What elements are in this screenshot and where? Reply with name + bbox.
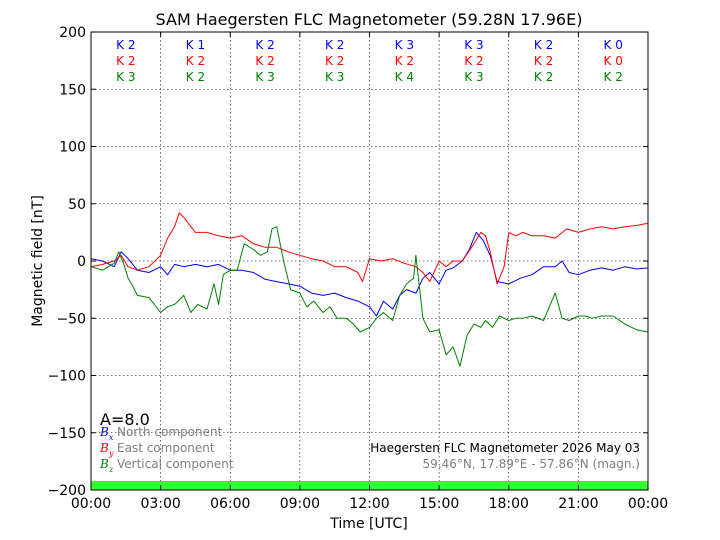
y-tick-label: −100	[48, 369, 86, 385]
legend-entry-label: Vertical component	[117, 457, 234, 471]
k-index-label: K 3	[395, 38, 414, 52]
k-index-label: K 4	[395, 70, 414, 84]
y-tick-label: −50	[56, 311, 86, 327]
k-index-label: K 2	[325, 38, 344, 52]
y-axis-label: Magnetic field [nT]	[30, 195, 46, 327]
k-index-label: K 0	[604, 38, 623, 52]
legend-symbol: B	[99, 425, 109, 439]
legend-symbol-subscript: x	[109, 433, 114, 442]
y-tick-label: 150	[59, 82, 86, 98]
k-index-label: K 2	[186, 54, 205, 68]
k-index-label: K 2	[534, 54, 553, 68]
k-index-label: K 3	[116, 70, 135, 84]
y-tick-label: −150	[48, 426, 86, 442]
x-tick-label: 21:00	[558, 496, 598, 512]
y-tick-label: 0	[77, 254, 86, 270]
legend-entry-label: East component	[117, 441, 215, 455]
k-index-label: K 2	[604, 70, 623, 84]
legend-symbol-subscript: z	[108, 465, 114, 474]
legend-symbol: B	[99, 441, 109, 455]
axis-ticks: 00:00 03:00 06:00 09:00 12:00 15:00 18:00 21:00…	[48, 25, 669, 512]
data-series	[90, 212, 649, 367]
x-axis-label: Time [UTC]	[329, 516, 407, 532]
k-index-labels: K 2 K 1 K 2 K 2 K 3 K 3 K 2 K 0 K 2 K 2 K 2 K 2 K 2 K…	[116, 38, 623, 84]
x-tick-label: 18:00	[489, 496, 529, 512]
series-line-bz	[90, 226, 649, 367]
series-line-bx	[90, 231, 649, 317]
k-index-label: K 2	[186, 70, 205, 84]
k-index-label: K 2	[534, 38, 553, 52]
k-index-label: K 2	[255, 38, 274, 52]
y-tick-label: 50	[68, 197, 86, 213]
k-index-label: K 2	[116, 38, 135, 52]
k-index-label: K 2	[255, 54, 274, 68]
station-info-title: Haegersten FLC Magnetometer 2026 May 03	[370, 441, 640, 455]
k-index-label: K 3	[464, 38, 483, 52]
k-index-label: K 1	[186, 38, 205, 52]
k-index-label: K 0	[604, 54, 623, 68]
x-tick-label: 12:00	[349, 496, 389, 512]
x-tick-label: 03:00	[140, 496, 180, 512]
x-tick-label: 06:00	[210, 496, 250, 512]
legend-entry-label: North component	[117, 425, 223, 439]
k-index-label: K 2	[464, 54, 483, 68]
k-index-label: K 2	[395, 54, 414, 68]
x-tick-label: 09:00	[280, 496, 320, 512]
x-tick-label: 00:00	[71, 496, 111, 512]
y-tick-label: 100	[59, 140, 86, 156]
legend-symbol-subscript: y	[108, 449, 114, 458]
y-tick-label: −200	[48, 483, 86, 499]
station-coordinates: 59.46°N, 17.89°E - 57.86°N (magn.)	[423, 457, 640, 471]
y-tick-label: 200	[59, 25, 86, 41]
k-index-label: K 3	[325, 70, 344, 84]
series-line-by	[90, 212, 649, 285]
a-index-value: A=8.0	[100, 410, 150, 429]
x-tick-label: 00:00	[628, 496, 668, 512]
k-index-label: K 3	[255, 70, 274, 84]
k-index-label: K 2	[534, 70, 553, 84]
k-index-label: K 2	[116, 54, 135, 68]
chart-title: SAM Haegersten FLC Magnetometer (59.28N …	[156, 10, 583, 29]
x-tick-label: 15:00	[419, 496, 459, 512]
k-index-label: K 3	[464, 70, 483, 84]
k-index-label: K 2	[325, 54, 344, 68]
legend-symbol: B	[99, 457, 109, 471]
